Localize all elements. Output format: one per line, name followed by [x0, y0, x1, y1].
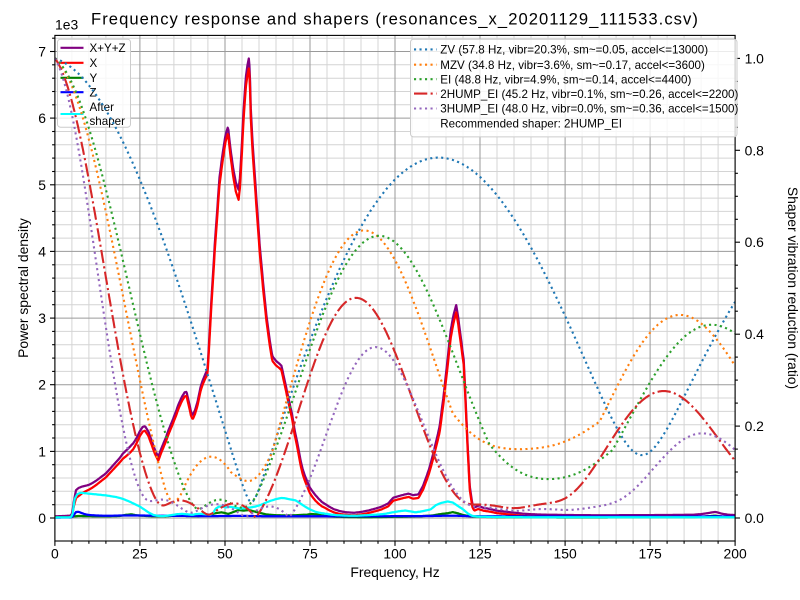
svg-text:0.0: 0.0 — [745, 510, 765, 526]
svg-text:175: 175 — [639, 546, 662, 562]
svg-text:Frequency, Hz: Frequency, Hz — [350, 564, 439, 580]
svg-text:6: 6 — [38, 110, 46, 126]
svg-text:200: 200 — [724, 546, 747, 562]
svg-text:X+Y+Z: X+Y+Z — [90, 42, 126, 55]
svg-text:Y: Y — [90, 72, 98, 85]
svg-text:5: 5 — [38, 177, 46, 193]
svg-text:MZV (34.8 Hz, vibr=3.6%, sm~=0: MZV (34.8 Hz, vibr=3.6%, sm~=0.17, accel… — [440, 59, 705, 72]
svg-text:7: 7 — [38, 44, 46, 60]
svg-text:1: 1 — [38, 443, 46, 459]
svg-text:Power spectral density: Power spectral density — [15, 218, 31, 358]
svg-text:75: 75 — [302, 546, 318, 562]
svg-text:Shaper vibration reduction (ra: Shaper vibration reduction (ratio) — [785, 187, 800, 389]
svg-text:100: 100 — [383, 546, 406, 562]
svg-text:0: 0 — [51, 546, 59, 562]
svg-text:X: X — [90, 57, 98, 70]
svg-text:Recommended shaper: 2HUMP_EI: Recommended shaper: 2HUMP_EI — [440, 118, 622, 131]
svg-text:50: 50 — [217, 546, 233, 562]
svg-text:EI (48.8 Hz, vibr=4.9%, sm~=0.: EI (48.8 Hz, vibr=4.9%, sm~=0.14, accel<… — [440, 73, 691, 86]
svg-text:125: 125 — [468, 546, 491, 562]
svg-text:ZV (57.8 Hz, vibr=20.3%, sm~=0: ZV (57.8 Hz, vibr=20.3%, sm~=0.05, accel… — [440, 44, 708, 57]
svg-text:Frequency response and shapers: Frequency response and shapers (resonanc… — [91, 10, 699, 29]
svg-text:1e3: 1e3 — [55, 17, 78, 33]
svg-text:0: 0 — [38, 510, 46, 526]
svg-text:shaper: shaper — [90, 115, 126, 128]
svg-text:Z: Z — [90, 86, 97, 99]
svg-text:2HUMP_EI (45.2 Hz, vibr=0.1%,: 2HUMP_EI (45.2 Hz, vibr=0.1%, sm~=0.26, … — [440, 88, 738, 101]
svg-text:3HUMP_EI (48.0 Hz, vibr=0.0%,: 3HUMP_EI (48.0 Hz, vibr=0.0%, sm~=0.36, … — [440, 103, 738, 116]
svg-text:3: 3 — [38, 310, 46, 326]
svg-text:150: 150 — [554, 546, 577, 562]
svg-text:25: 25 — [132, 546, 148, 562]
svg-text:0.2: 0.2 — [745, 418, 765, 434]
svg-text:0.8: 0.8 — [745, 142, 765, 158]
svg-text:After: After — [90, 101, 115, 114]
svg-text:4: 4 — [38, 243, 46, 259]
svg-text:2: 2 — [38, 377, 46, 393]
svg-text:0.6: 0.6 — [745, 234, 765, 250]
svg-text:0.4: 0.4 — [745, 326, 765, 342]
svg-text:1.0: 1.0 — [745, 50, 765, 66]
